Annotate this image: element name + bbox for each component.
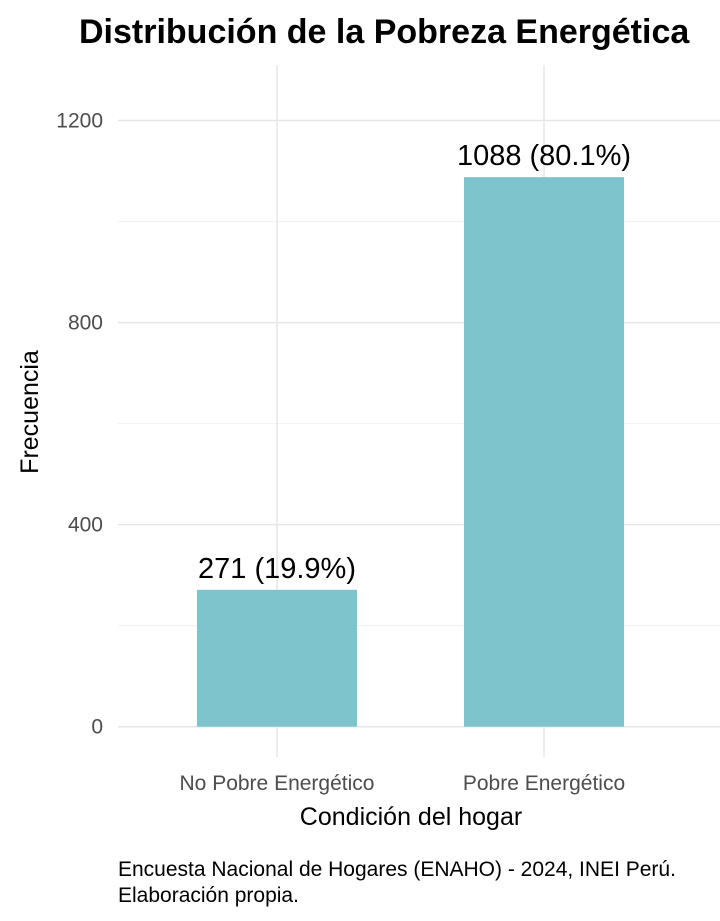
x-axis-ticks: No Pobre Energético Pobre Energético — [180, 772, 626, 795]
bars — [197, 177, 624, 727]
y-tick-label: 0 — [91, 716, 103, 739]
y-tick-label: 400 — [68, 514, 103, 537]
x-tick-label: Pobre Energético — [463, 772, 625, 795]
y-axis-title: Frecuencia — [16, 350, 44, 474]
bar-data-labels: 271 (19.9%) 1088 (80.1%) — [198, 140, 631, 585]
y-tick-label: 1200 — [56, 110, 103, 133]
caption-line-1: Encuesta Nacional de Hogares (ENAHO) - 2… — [118, 858, 676, 881]
bar — [197, 589, 357, 727]
x-tick-label: No Pobre Energético — [180, 772, 375, 795]
x-axis-title: Condición del hogar — [300, 803, 522, 831]
chart-title: Distribución de la Pobreza Energética — [79, 13, 690, 51]
bar-data-label: 271 (19.9%) — [198, 553, 356, 585]
y-axis-ticks: 0 400 800 1200 — [56, 110, 103, 739]
bar — [464, 177, 624, 727]
caption-line-2: Elaboración propia. — [118, 884, 299, 907]
bar-data-label: 1088 (80.1%) — [457, 140, 631, 172]
y-tick-label: 800 — [68, 312, 103, 335]
